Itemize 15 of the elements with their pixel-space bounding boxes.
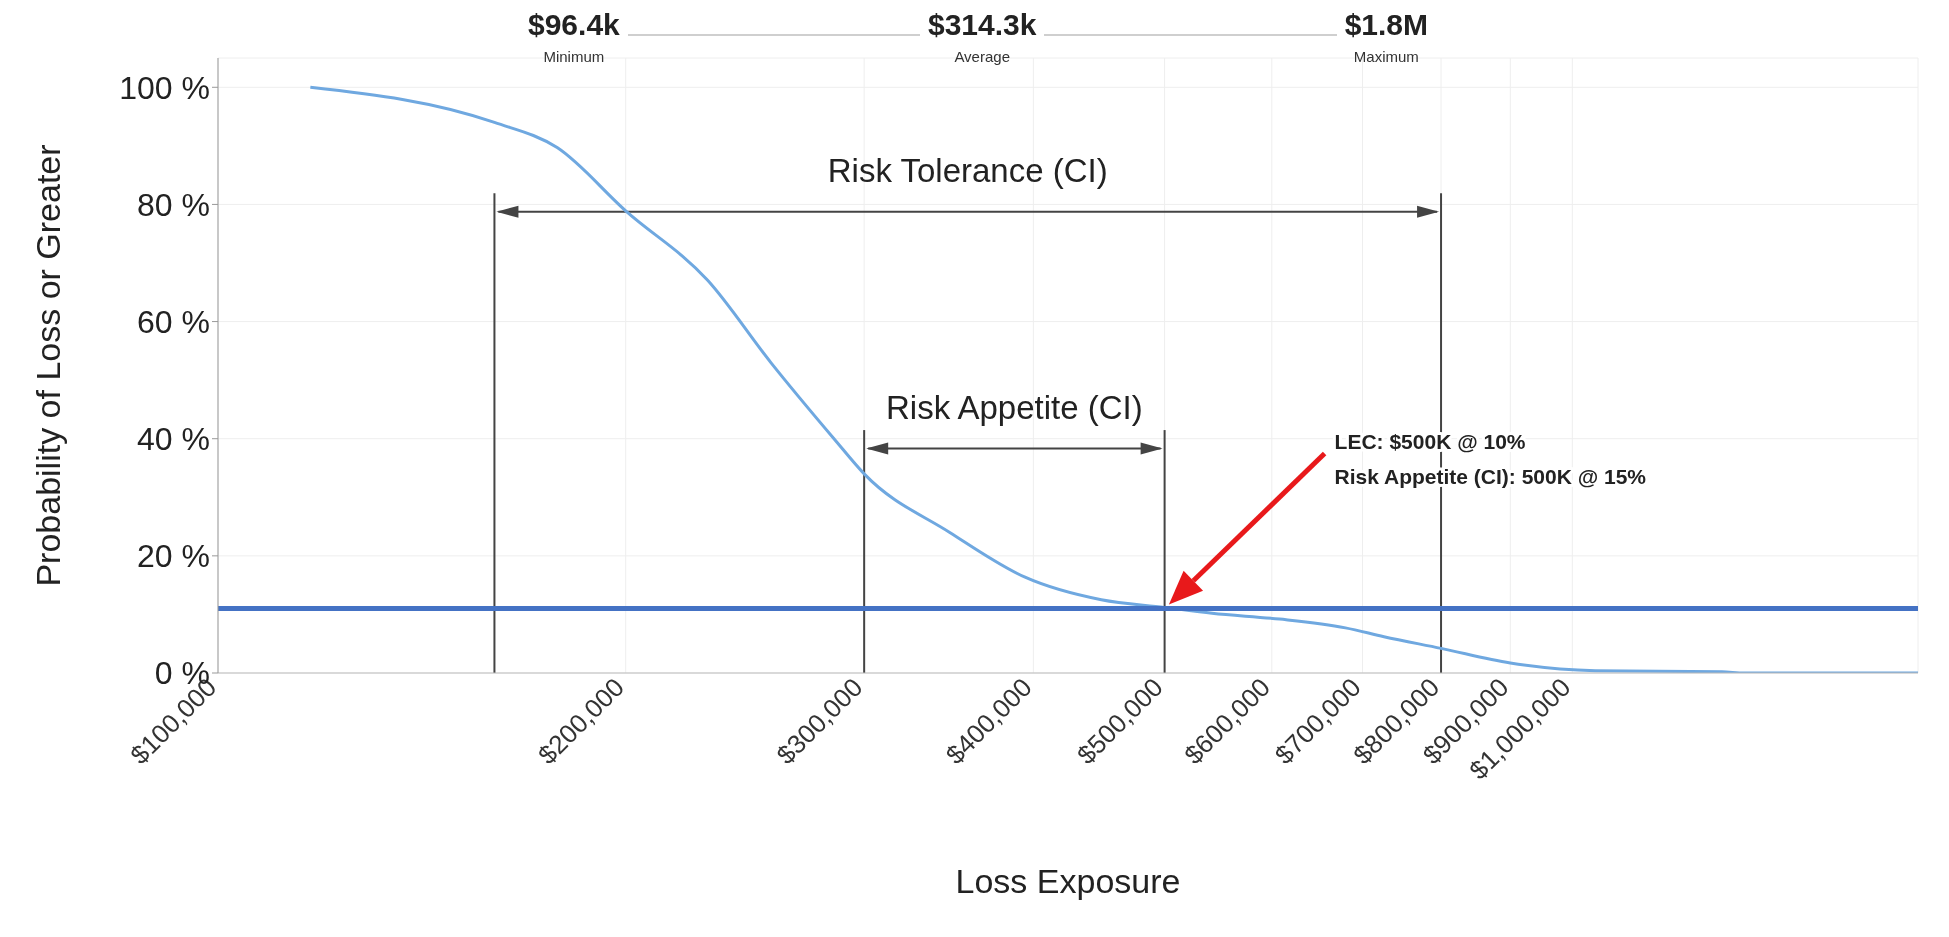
annotation: Minimum xyxy=(542,48,606,65)
annotation: Average xyxy=(953,48,1011,65)
x-axis-title: Loss Exposure xyxy=(955,862,1181,900)
annotation: Maximum xyxy=(1352,48,1420,65)
y-tick-label: 80 % xyxy=(137,186,210,223)
y-tick-label: 100 % xyxy=(119,69,210,106)
annotation: Risk Tolerance (CI) xyxy=(827,151,1108,189)
y-axis-title: Probability of Loss or Greater xyxy=(29,144,68,587)
text: $96.4k xyxy=(528,8,620,42)
annotation: Risk Appetite (CI) xyxy=(886,388,1143,426)
y-tick-label: 20 % xyxy=(137,538,210,575)
text: $1.8M xyxy=(1344,8,1429,42)
text: $314.3k xyxy=(927,8,1037,42)
y-tick-label: 40 % xyxy=(137,421,210,458)
y-tick-label: 60 % xyxy=(137,303,210,340)
